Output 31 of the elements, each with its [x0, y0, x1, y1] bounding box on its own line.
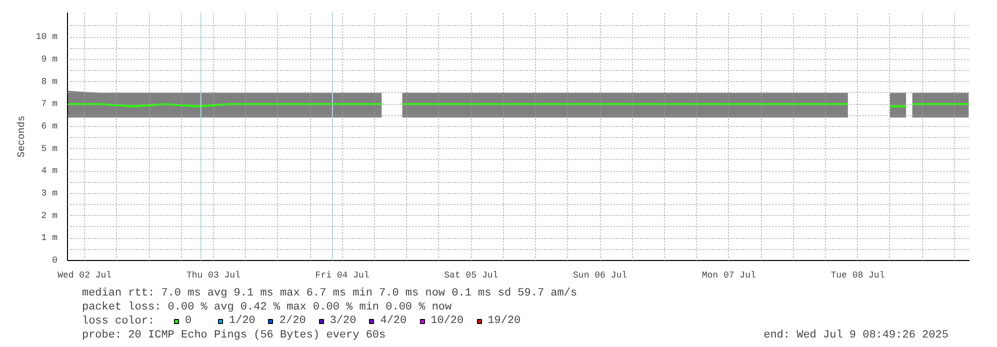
legend-label: 1/20 — [229, 315, 256, 327]
y-tick-label: 0 — [52, 256, 58, 266]
x-tick-label: Wed 02 Jul — [58, 270, 112, 280]
legend-label: 3/20 — [330, 315, 356, 327]
y-tick-label: 1 m — [41, 233, 58, 244]
text: loss color: — [82, 316, 155, 328]
y-tick-label: 9 m — [41, 54, 58, 64]
y-tick-label: 3 m — [41, 188, 58, 198]
legend-label: 4/20 — [380, 315, 407, 327]
y-tick-label: 7 m — [41, 99, 58, 110]
text: packet loss: 0.00 % avg 0.42 % max 0.00 % min 0.00 % now — [82, 302, 452, 314]
y-tick-label: 8 m — [41, 76, 58, 87]
x-tick-label: Mon 07 Jul — [702, 270, 756, 280]
legend-label: 0 — [185, 315, 193, 327]
x-tick-label: Thu 03 Jul — [186, 270, 240, 280]
y-axis-title: Seconds — [16, 115, 28, 158]
text: probe: 20 ICMP Echo Pings (56 Bytes) every 60s — [82, 330, 386, 342]
y-tick-label: 5 m — [41, 144, 58, 154]
y-tick-label: 4 m — [41, 166, 58, 176]
x-tick-label: Sun 06 Jul — [573, 270, 628, 280]
legend-label: 19/20 — [488, 315, 521, 327]
y-tick-label: 6 m — [41, 121, 58, 132]
y-tick-label: 2 m — [41, 210, 58, 221]
legend-label: 2/20 — [279, 315, 306, 327]
text: end: Wed Jul 9 08:49:26 2025 — [764, 330, 948, 342]
x-tick-label: Fri 04 Jul — [315, 270, 370, 280]
text: median rtt: 7.0 ms avg 9.1 ms max 6.7 ms min 7.0 ms now 0.1 ms sd 59.7 am/s — [82, 288, 578, 300]
y-tick-label: 10 m — [36, 32, 58, 42]
x-tick-label: Tue 08 Jul — [830, 270, 885, 280]
legend-label: 10/20 — [430, 315, 464, 327]
x-tick-label: Sat 05 Jul — [444, 270, 498, 280]
